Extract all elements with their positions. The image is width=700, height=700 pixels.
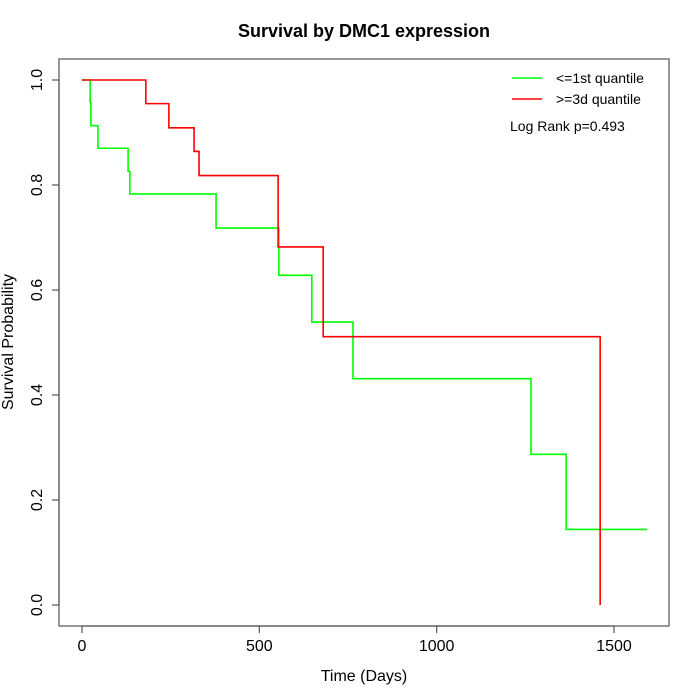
survival-curve-high [82, 79, 601, 605]
legend: <=1st quantile >=3d quantile Log Rank p=… [510, 70, 644, 134]
y-tick-label: 1.0 [29, 69, 46, 91]
legend-label-low: <=1st quantile [556, 70, 644, 86]
y-tick-label: 0.0 [29, 594, 46, 616]
x-axis: 0 500 1000 1500 [78, 625, 632, 655]
x-tick-label: 1500 [596, 638, 632, 655]
x-tick-label: 0 [78, 638, 87, 655]
y-tick-label: 0.2 [29, 489, 46, 511]
chart-title: Survival by DMC1 expression [238, 21, 490, 41]
y-axis: 0.0 0.2 0.4 0.6 0.8 1.0 [29, 69, 60, 616]
legend-label-high: >=3d quantile [556, 91, 641, 107]
series-layer [82, 79, 647, 605]
survival-curve-low [82, 79, 647, 531]
x-tick-label: 500 [246, 638, 273, 655]
y-tick-label: 0.6 [29, 279, 46, 301]
plot-frame [58, 58, 670, 627]
log-rank-annotation: Log Rank p=0.493 [510, 118, 625, 134]
x-tick-label: 1000 [419, 638, 455, 655]
y-tick-label: 0.4 [29, 384, 46, 406]
y-tick-label: 0.8 [29, 174, 46, 196]
y-axis-label: Survival Probability [0, 274, 17, 410]
x-axis-label: Time (Days) [321, 668, 408, 685]
